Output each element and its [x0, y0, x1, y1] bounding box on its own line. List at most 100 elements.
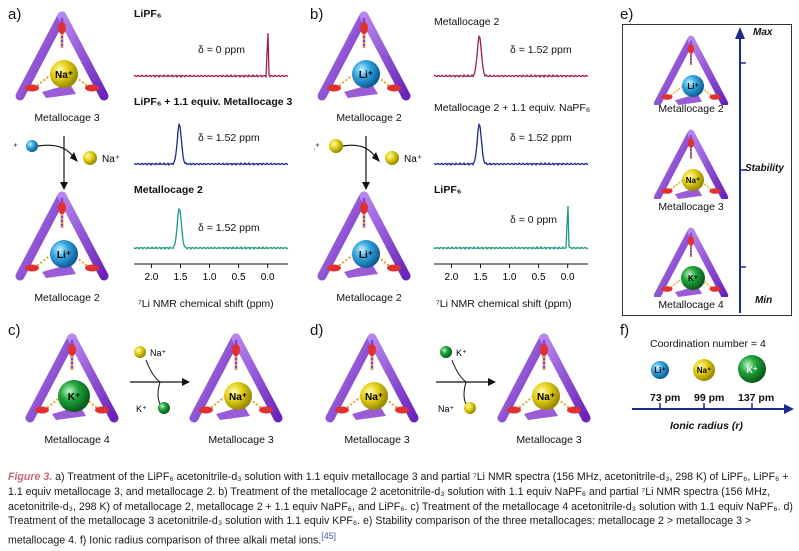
product-ion-label: Na⁺: [404, 154, 422, 165]
panel-label-f: f): [620, 322, 630, 339]
caption-text: a) Treatment of the LiPF₆ acetonitrile-d…: [8, 471, 793, 547]
reactant-ion-label: Na⁺: [150, 348, 167, 358]
metallocage-3-structure: Na⁺: [186, 330, 296, 430]
spectrum-title: Metallocage 2 + 1.1 equiv. NaPF₆: [434, 102, 591, 114]
ion-li-radius: 73 pm: [650, 392, 681, 404]
ion-spheres: Li⁺ Na⁺ K⁺: [651, 355, 766, 383]
cage-label-a-top: Metallocage 3: [34, 112, 100, 124]
panel-label-b: b): [310, 6, 324, 23]
spectrum-line: [433, 122, 588, 166]
metallocage-2-structure: Li⁺: [12, 188, 122, 288]
metallocage-4-structure: K⁺: [651, 225, 731, 297]
spectrum-line: [433, 34, 589, 79]
spectrum-line: [133, 207, 289, 251]
x-tick-label: 1.0: [503, 272, 517, 283]
cage-ion-label: K⁺: [688, 274, 698, 283]
cage-ion-label: Li⁺: [359, 70, 373, 81]
spectrum-line: [133, 122, 288, 166]
caption-figure-label: Figure 3.: [8, 471, 53, 483]
metallocage-3-structure: Na⁺: [322, 330, 432, 430]
stability-panel: Li⁺ Metallocage 2 Na⁺ Metallocage 3 K⁺ M…: [622, 24, 792, 316]
reaction-arrow-b: Na⁺ Na⁺: [314, 136, 422, 190]
ion-na-radius: 99 pm: [694, 392, 725, 404]
stability-label: Stability: [745, 163, 784, 174]
cage-label-e-top: Metallocage 2: [658, 103, 724, 115]
nmr-panel-a: LiPF₆ δ = 0 ppm LiPF₆ + 1.1 equiv. Metal…: [132, 4, 292, 314]
cage-label-c-left: Metallocage 4: [44, 434, 110, 446]
x-tick-label: 1.5: [174, 272, 188, 283]
spectrum-delta: δ = 0 ppm: [510, 214, 557, 226]
spectrum-delta: δ = 0 ppm: [198, 44, 245, 56]
axis-label: ⁷Li NMR chemical shift (ppm): [138, 298, 274, 310]
cage-label-b-top: Metallocage 2: [336, 112, 402, 124]
x-tick-label: 0.5: [532, 272, 546, 283]
x-tick-label: 0.0: [261, 272, 275, 283]
cage-ion-label: Na⁺: [365, 392, 383, 403]
metallocage-2-structure: Li⁺: [314, 8, 424, 108]
spectrum-title: LiPF₆: [434, 184, 462, 196]
metallocage-3-structure: Na⁺: [12, 8, 122, 108]
panel-label-e: e): [620, 6, 634, 23]
metallocage-2-structure: Li⁺: [651, 33, 731, 105]
spectrum-delta: δ = 1.52 ppm: [510, 132, 572, 144]
product-ion-label: Na⁺: [438, 404, 455, 414]
reaction-arrow-d: K⁺ Na⁺: [436, 346, 496, 414]
cage-label-a-bottom: Metallocage 2: [34, 292, 100, 304]
ion-k-label: K⁺: [746, 365, 757, 375]
spectrum-delta: δ = 1.52 ppm: [198, 222, 260, 234]
x-tick-label: 1.0: [203, 272, 217, 283]
spectrum-title: Metallocage 2: [434, 16, 500, 28]
stability-min: Min: [755, 295, 773, 306]
cage-ion-label: K⁺: [68, 392, 81, 403]
spectrum-line: [133, 33, 289, 79]
ion-li-label: Li⁺: [654, 366, 665, 375]
ionic-radius-axis: [632, 403, 794, 414]
product-ion-label: K⁺: [136, 404, 147, 414]
cage-label-d-right: Metallocage 3: [516, 434, 582, 446]
cage-ion-label: Li⁺: [687, 82, 698, 91]
cage-ion-label: Li⁺: [57, 250, 71, 261]
metallocage-2-structure: Li⁺: [314, 188, 424, 288]
product-ion-label: Na⁺: [102, 154, 120, 165]
stability-axis: [735, 27, 746, 313]
spectrum-line: [433, 205, 589, 251]
stability-max: Max: [753, 27, 773, 38]
cage-label-c-right: Metallocage 3: [208, 434, 274, 446]
nmr-panel-b: Metallocage 2 δ = 1.52 ppm Metallocage 2…: [432, 4, 592, 314]
x-tick-label: 0.5: [232, 272, 246, 283]
metallocage-3-structure: Na⁺: [494, 330, 604, 430]
x-tick-label: 2.0: [144, 272, 158, 283]
spectrum-title: LiPF₆ + 1.1 equiv. Metallocage 3: [134, 96, 293, 108]
metallocage-4-structure: K⁺: [22, 330, 132, 430]
reaction-arrow-a: Li⁺ Na⁺: [12, 136, 120, 190]
x-tick-label: 1.5: [474, 272, 488, 283]
panel-label-c: c): [8, 322, 21, 339]
spectrum-title: LiPF₆: [134, 8, 162, 20]
axis-label: ⁷Li NMR chemical shift (ppm): [436, 298, 572, 310]
cage-label-e-bottom: Metallocage 4: [658, 299, 724, 311]
cage-ion-label: Na⁺: [229, 392, 247, 403]
figure-caption: Figure 3. a) Treatment of the LiPF₆ acet…: [8, 470, 794, 549]
panel-label-d: d): [310, 322, 324, 339]
x-tick-label: 0.0: [561, 272, 575, 283]
coordination-number: Coordination number = 4: [650, 338, 766, 350]
cage-ion-label: Na⁺: [55, 70, 73, 81]
reactant-ion-label: Na⁺: [314, 142, 320, 153]
cage-ion-label: Na⁺: [686, 176, 700, 185]
ion-na-label: Na⁺: [697, 366, 711, 375]
metallocage-3-structure: Na⁺: [651, 127, 731, 199]
cage-ion-label: Li⁺: [359, 250, 373, 261]
cage-ion-label: Na⁺: [537, 392, 555, 403]
cage-label-d-left: Metallocage 3: [344, 434, 410, 446]
reactant-ion-label: K⁺: [456, 348, 467, 358]
spectrum-delta: δ = 1.52 ppm: [510, 44, 572, 56]
ion-k-radius: 137 pm: [738, 392, 775, 404]
cage-label-e-mid: Metallocage 3: [658, 201, 724, 213]
ionic-radius-label: Ionic radius (r): [670, 420, 743, 432]
spectrum-title: Metallocage 2: [134, 184, 203, 196]
cage-label-b-bottom: Metallocage 2: [336, 292, 402, 304]
panel-label-a: a): [8, 6, 22, 23]
spectrum-delta: δ = 1.52 ppm: [198, 132, 260, 144]
caption-reference: [45]: [321, 531, 336, 542]
reaction-arrow-c: Na⁺ K⁺: [130, 346, 190, 414]
